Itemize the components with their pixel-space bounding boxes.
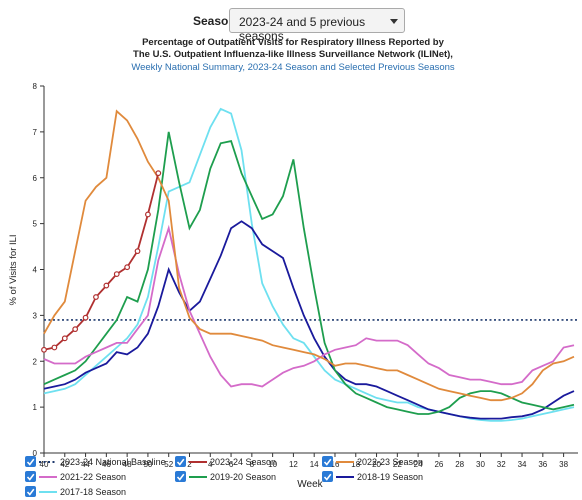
y-axis-label: % of Visits for ILI [8, 234, 19, 305]
checkmark [323, 473, 332, 481]
x-tick-label: 26 [434, 460, 443, 469]
data-point [51, 344, 58, 351]
x-tick-label: 8 [250, 460, 255, 469]
legend-label: 2019-20 Season [210, 472, 276, 482]
x-tick-label: 2 [187, 460, 192, 469]
checkmark [323, 458, 332, 466]
season-value: 2023-24 and 5 previous seasons [239, 15, 366, 43]
x-axis-label: Week [297, 479, 323, 490]
x-tick-label: 4 [208, 460, 213, 469]
legend-label: 2018-19 Season [357, 472, 423, 482]
legend-label: 2023-24 National Baseline [60, 457, 166, 467]
legend-item[interactable]: 2023-24 National Baseline [25, 456, 166, 467]
x-tick-label: 12 [289, 460, 298, 469]
legend-label: 2023-24 Season [210, 457, 276, 467]
data-point [113, 271, 120, 277]
legend-checkbox[interactable] [322, 471, 333, 482]
series-line [43, 224, 575, 388]
x-tick-label: 10 [268, 460, 277, 469]
y-tick-label: 4 [33, 266, 38, 275]
legend-checkbox[interactable] [25, 486, 36, 497]
chart-title: Percentage of Outpatient Visits for Resp… [142, 37, 445, 48]
chart-subtitle: Weekly National Summary, 2023-24 Season … [131, 62, 455, 73]
x-tick-label: 48 [123, 460, 132, 469]
x-tick-label: 36 [538, 460, 547, 469]
chart-title: The U.S. Outpatient Influenza-like Illne… [133, 49, 453, 60]
checkmark [26, 488, 35, 496]
series-line [43, 109, 575, 402]
x-tick-label: 28 [455, 460, 464, 469]
series-line [43, 220, 575, 420]
x-tick-label: 30 [476, 460, 485, 469]
data-point [155, 170, 162, 177]
x-tick-label: 38 [559, 460, 568, 469]
series-line [43, 107, 575, 422]
data-point [124, 264, 131, 271]
x-tick-label: 22 [393, 460, 402, 469]
x-tick-label: 24 [414, 460, 423, 469]
season-dropdown[interactable]: 2023-24 and 5 previous seasons [229, 8, 405, 43]
y-tick-label: 3 [33, 311, 38, 320]
data-point [103, 282, 110, 289]
season-label: Season: [193, 14, 240, 28]
series-line [43, 131, 575, 415]
legend-label: 2021-22 Season [60, 472, 126, 482]
data-point [41, 346, 47, 353]
data-point [145, 211, 151, 218]
checkmark [176, 473, 185, 481]
legend-item[interactable]: 2022-23 Season [322, 456, 423, 467]
x-tick-label: 32 [497, 460, 506, 469]
y-tick-label: 8 [33, 82, 38, 91]
data-point [72, 326, 79, 333]
legend-item[interactable]: 2017-18 Season [25, 486, 126, 497]
checkmark [26, 473, 35, 481]
y-tick-label: 2 [33, 357, 38, 366]
x-tick-label: 52 [164, 460, 173, 469]
dropdown-arrow [390, 19, 398, 24]
legend-checkbox[interactable] [175, 456, 186, 467]
data-point [93, 294, 99, 300]
x-tick-label: 44 [81, 460, 90, 469]
y-tick-label: 6 [33, 174, 38, 183]
checkmark [176, 458, 185, 466]
x-tick-label: 50 [143, 460, 152, 469]
y-tick-label: 5 [33, 220, 38, 229]
y-tick-label: 1 [33, 403, 38, 412]
x-tick-label: 16 [331, 460, 340, 469]
x-tick-label: 18 [351, 460, 360, 469]
x-tick-label: 6 [229, 460, 234, 469]
legend-item[interactable]: 2019-20 Season [175, 471, 276, 482]
x-tick-label: 46 [102, 460, 111, 469]
x-tick-label: 42 [60, 460, 69, 469]
legend-item[interactable]: 2023-24 Season [175, 456, 276, 467]
legend-checkbox[interactable] [175, 471, 186, 482]
legend-checkbox[interactable] [25, 456, 36, 467]
legend-checkbox[interactable] [25, 471, 36, 482]
legend-item[interactable]: 2021-22 Season [25, 471, 126, 482]
legend-label: 2022-23 Season [357, 457, 423, 467]
data-point [134, 248, 141, 255]
legend-checkbox[interactable] [322, 456, 333, 467]
x-tick-label: 34 [518, 460, 527, 469]
legend-label: 2017-18 Season [60, 487, 126, 497]
legend-item[interactable]: 2018-19 Season [322, 471, 423, 482]
y-tick-label: 7 [33, 128, 38, 137]
x-tick-label: 20 [372, 460, 381, 469]
x-tick-label: 40 [40, 460, 49, 469]
data-point [82, 314, 89, 321]
y-tick-label: 0 [33, 449, 38, 458]
x-tick-label: 14 [310, 460, 319, 469]
data-point [61, 335, 68, 342]
checkmark [26, 458, 35, 466]
